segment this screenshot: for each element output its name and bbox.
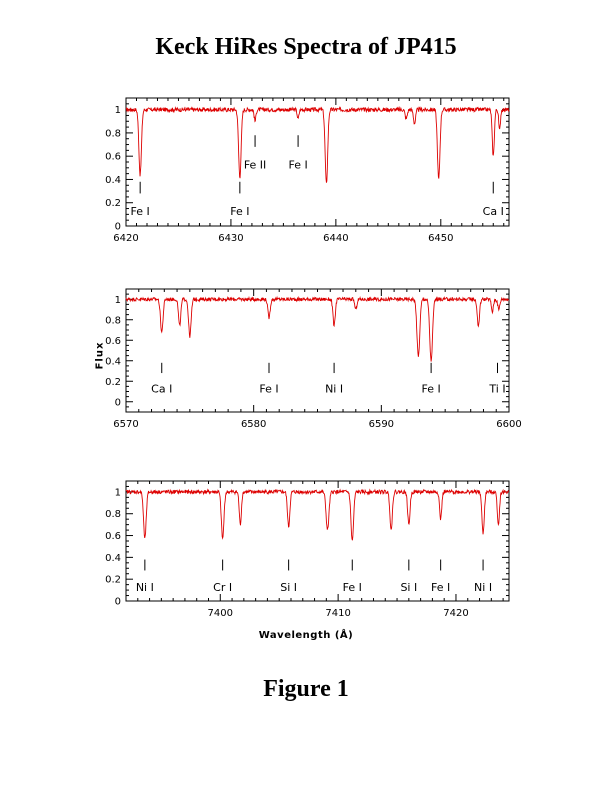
plot-frame [125, 480, 510, 602]
line-id-label: Ca I [151, 382, 172, 395]
spectrum-panel-2: 6570 6580 6590 6600 0 0.2 0.4 0.6 0.8 1 Ca I Fe I Ni… [105, 288, 522, 430]
line-id-label: Fe I [343, 581, 362, 594]
x-tick-label: 6580 [241, 419, 266, 430]
x-tick-label: 6600 [496, 419, 521, 430]
x-tick-label: 7400 [208, 608, 233, 619]
page-title: Keck HiRes Spectra of JP415 [155, 34, 457, 60]
y-tick-label: 0.2 [105, 198, 121, 209]
spectrum-line [125, 105, 510, 183]
x-axis-label: Wavelength (Å) [258, 630, 354, 641]
line-id-label: Fe I [230, 205, 249, 218]
x-tick-label: 6420 [113, 233, 138, 244]
y-tick-label: 0.4 [105, 175, 121, 186]
line-id-label: Fe I [431, 581, 450, 594]
y-axis-label: Flux [94, 341, 106, 370]
line-id-label: Ni I [325, 382, 343, 395]
x-tick-label: 6450 [428, 233, 453, 244]
spectrum-panel-1: 6420 6430 6440 6450 0 0.2 0.4 0.6 0.8 1 Fe I Fe I Fe… [105, 97, 510, 244]
y-tick-label: 0.4 [105, 553, 121, 564]
x-tick-label: 7410 [325, 608, 350, 619]
spectrum-panel-3: 7400 7410 7420 0 0.2 0.4 0.6 0.8 1 Ni I Cr I Si I Fe… [105, 480, 510, 619]
y-tick-label: 0.4 [105, 356, 121, 367]
line-id-label: Fe I [288, 158, 307, 171]
y-tick-label: 0.2 [105, 377, 121, 388]
line-id-label: Ca I [483, 205, 504, 218]
x-tick-label: 6440 [323, 233, 348, 244]
line-id-label: Ti I [488, 382, 505, 395]
y-tick-label: 0.2 [105, 575, 121, 586]
y-tick-label: 0.8 [105, 509, 121, 520]
line-id-label: Fe I [259, 382, 278, 395]
y-tick-label: 1 [115, 295, 121, 306]
line-id-label: Fe I [131, 205, 150, 218]
line-id-label: Si I [280, 581, 297, 594]
line-id-label: Fe II [244, 158, 266, 171]
y-tick-label: 0.8 [105, 315, 121, 326]
y-tick-label: 0 [115, 222, 121, 233]
x-tick-label: 6570 [113, 419, 138, 430]
y-tick-label: 0 [115, 597, 121, 608]
y-tick-label: 1 [115, 487, 121, 498]
y-tick-label: 0.8 [105, 128, 121, 139]
line-id-label: Fe I [422, 382, 441, 395]
line-id-label: Cr I [213, 581, 232, 594]
x-tick-label: 7420 [443, 608, 468, 619]
figure-caption: Figure 1 [263, 676, 349, 702]
x-tick-label: 6590 [369, 419, 394, 430]
line-id-label: Ni I [474, 581, 492, 594]
line-id-label: Ni I [136, 581, 154, 594]
y-tick-label: 0 [115, 397, 121, 408]
spectrum-line [125, 295, 510, 362]
y-tick-label: 0.6 [105, 336, 121, 347]
spectrum-line [125, 488, 510, 541]
x-tick-label: 6430 [218, 233, 243, 244]
y-tick-label: 0.6 [105, 531, 121, 542]
y-tick-label: 0.6 [105, 152, 121, 163]
line-id-label: Si I [400, 581, 417, 594]
y-tick-label: 1 [115, 105, 121, 116]
